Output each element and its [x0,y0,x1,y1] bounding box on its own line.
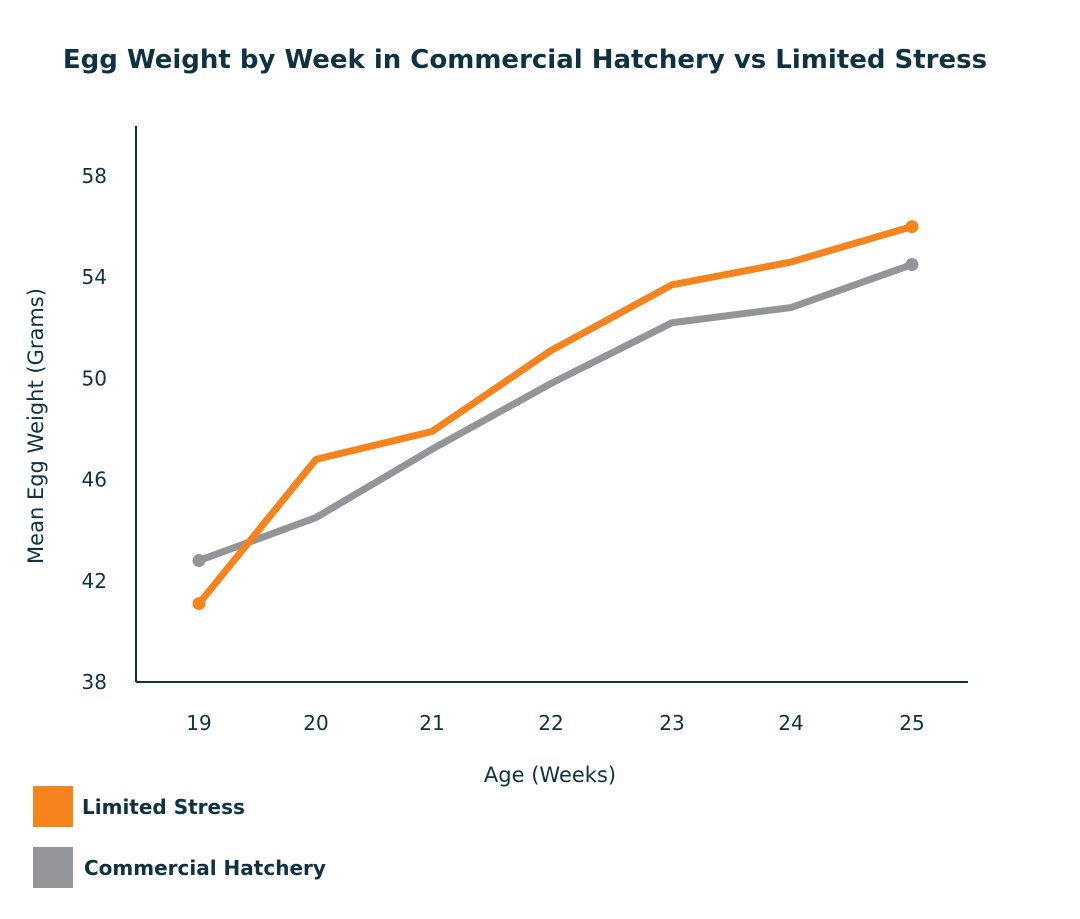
legend: Limited Stress Commercial Hatchery [33,786,326,888]
x-axis-ticks: 19 20 21 22 23 24 25 [186,711,924,735]
x-tick-label: 19 [186,711,211,735]
series-point-limited-stress-start [192,597,206,611]
y-axis-ticks: 38 42 46 50 54 58 [82,164,107,694]
series-layer [192,220,919,611]
x-tick-label: 23 [659,711,684,735]
y-axis-label: Mean Egg Weight (Grams) [24,288,48,564]
y-tick-label: 38 [82,670,107,694]
x-tick-label: 24 [778,711,803,735]
chart-title: Egg Weight by Week in Commercial Hatcher… [63,45,987,75]
x-tick-label: 25 [899,711,924,735]
x-tick-label: 21 [419,711,444,735]
y-tick-label: 42 [82,569,107,593]
y-tick-label: 46 [82,468,107,492]
series-line-commercial-hatchery [195,261,916,565]
series-line-limited-stress [195,223,916,608]
legend-label-limited-stress: Limited Stress [82,795,245,819]
series-point-limited-stress-end [905,220,919,234]
x-tick-label: 20 [303,711,328,735]
series-point-commercial-hatchery-end [905,258,919,272]
legend-swatch-limited-stress [33,786,73,827]
x-tick-label: 22 [538,711,563,735]
x-axis-label: Age (Weeks) [484,763,616,787]
series-point-commercial-hatchery-start [192,554,206,568]
legend-swatch-commercial-hatchery [33,847,73,888]
y-tick-label: 54 [82,265,107,289]
y-tick-label: 58 [82,164,107,188]
legend-label-commercial-hatchery: Commercial Hatchery [84,856,326,880]
y-tick-label: 50 [82,366,107,390]
